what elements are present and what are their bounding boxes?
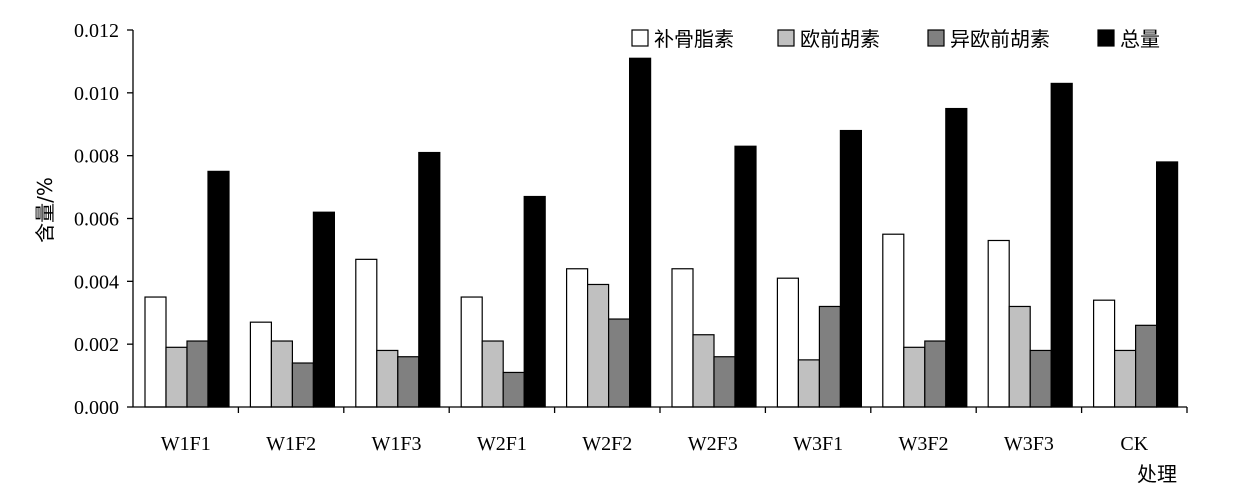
bar-W2F3-2 [692, 334, 715, 408]
bar-CK-1 [1092, 299, 1116, 408]
bar-CK-2 [1113, 349, 1137, 408]
x-tick-label: W1F1 [161, 433, 211, 455]
bar-CK-3 [1134, 324, 1158, 408]
x-axis-label: 处理 [1137, 462, 1177, 486]
bar-W3F3-2 [1008, 305, 1031, 408]
legend-label-1: 补骨脂素 [654, 27, 734, 51]
bar-W2F2-4 [628, 57, 652, 408]
bar-W1F3-3 [397, 356, 420, 408]
y-tick-label: 0.012 [74, 20, 119, 42]
bar-W1F1-4 [207, 170, 230, 408]
bar-W2F1-1 [460, 296, 483, 408]
bar-W2F3-3 [713, 356, 736, 408]
x-tick-label: W2F2 [582, 433, 632, 455]
y-tick-label: 0.000 [74, 397, 119, 419]
y-axis-label: 含量/% [33, 177, 57, 243]
x-tick-label: W2F1 [477, 433, 527, 455]
legend-swatch-3 [927, 29, 945, 47]
x-tick-label: W3F2 [899, 433, 949, 455]
bar-CK-4 [1155, 161, 1179, 408]
bar-W2F1-4 [523, 195, 546, 408]
bar-W3F1-4 [839, 129, 863, 408]
x-tick-label: W3F3 [1004, 433, 1054, 455]
bar-W1F1-1 [144, 296, 167, 408]
bar-W1F2-1 [249, 321, 272, 408]
bar-W1F2-2 [270, 340, 293, 408]
bar-W1F1-2 [165, 346, 188, 408]
bar-W1F3-2 [376, 349, 399, 408]
bar-W2F3-4 [734, 145, 757, 408]
x-tick-label: CK [1120, 433, 1148, 455]
legend-swatch-2 [777, 29, 795, 47]
bar-W1F2-3 [291, 362, 314, 408]
legend-label-3: 异欧前胡素 [950, 27, 1050, 51]
y-tick-label: 0.002 [74, 334, 119, 356]
bar-W1F1-3 [186, 340, 209, 408]
x-tick-label: W2F3 [688, 433, 738, 455]
x-tick-label: W1F2 [266, 433, 316, 455]
bar-W2F3-1 [671, 268, 694, 408]
bar-W2F1-3 [502, 371, 525, 408]
bar-W3F3-3 [1029, 349, 1052, 408]
bar-W2F2-1 [565, 268, 589, 408]
x-tick-label: W3F1 [793, 433, 843, 455]
bar-W3F2-3 [924, 340, 947, 408]
legend-label-2: 欧前胡素 [800, 27, 880, 51]
bar-W3F1-2 [797, 359, 821, 408]
bar-W3F1-3 [818, 305, 842, 408]
y-tick-label: 0.004 [74, 271, 119, 293]
bar-W3F2-1 [882, 233, 905, 408]
bar-W1F3-1 [355, 258, 378, 408]
bar-W1F3-4 [418, 151, 441, 408]
bar-W2F1-2 [481, 340, 504, 408]
bar-W3F2-2 [903, 346, 926, 408]
legend: 补骨脂素 欧前胡素 异欧前胡素 总量 [631, 27, 1160, 51]
bar-W2F2-3 [607, 318, 631, 408]
y-tick-label: 0.010 [74, 83, 119, 105]
legend-swatch-4 [1097, 29, 1115, 47]
bar-W3F2-4 [945, 107, 968, 408]
legend-swatch-1 [631, 29, 649, 47]
bar-W3F3-4 [1050, 82, 1073, 408]
x-tick-label: W1F3 [372, 433, 422, 455]
y-tick-label: 0.008 [74, 146, 119, 168]
bar-W2F2-2 [586, 283, 610, 408]
plot-area: W1F1 W1F2 W1F3 W2F1 W2F2 W2F3 W3F1 W3F2 W3F3 CK 0.… [74, 20, 1188, 455]
legend-label-4: 总量 [1120, 27, 1160, 51]
y-tick-label: 0.006 [74, 209, 119, 231]
bar-W1F2-4 [312, 211, 335, 408]
bar-W3F3-1 [987, 239, 1010, 408]
bar-W3F1-1 [776, 277, 800, 408]
